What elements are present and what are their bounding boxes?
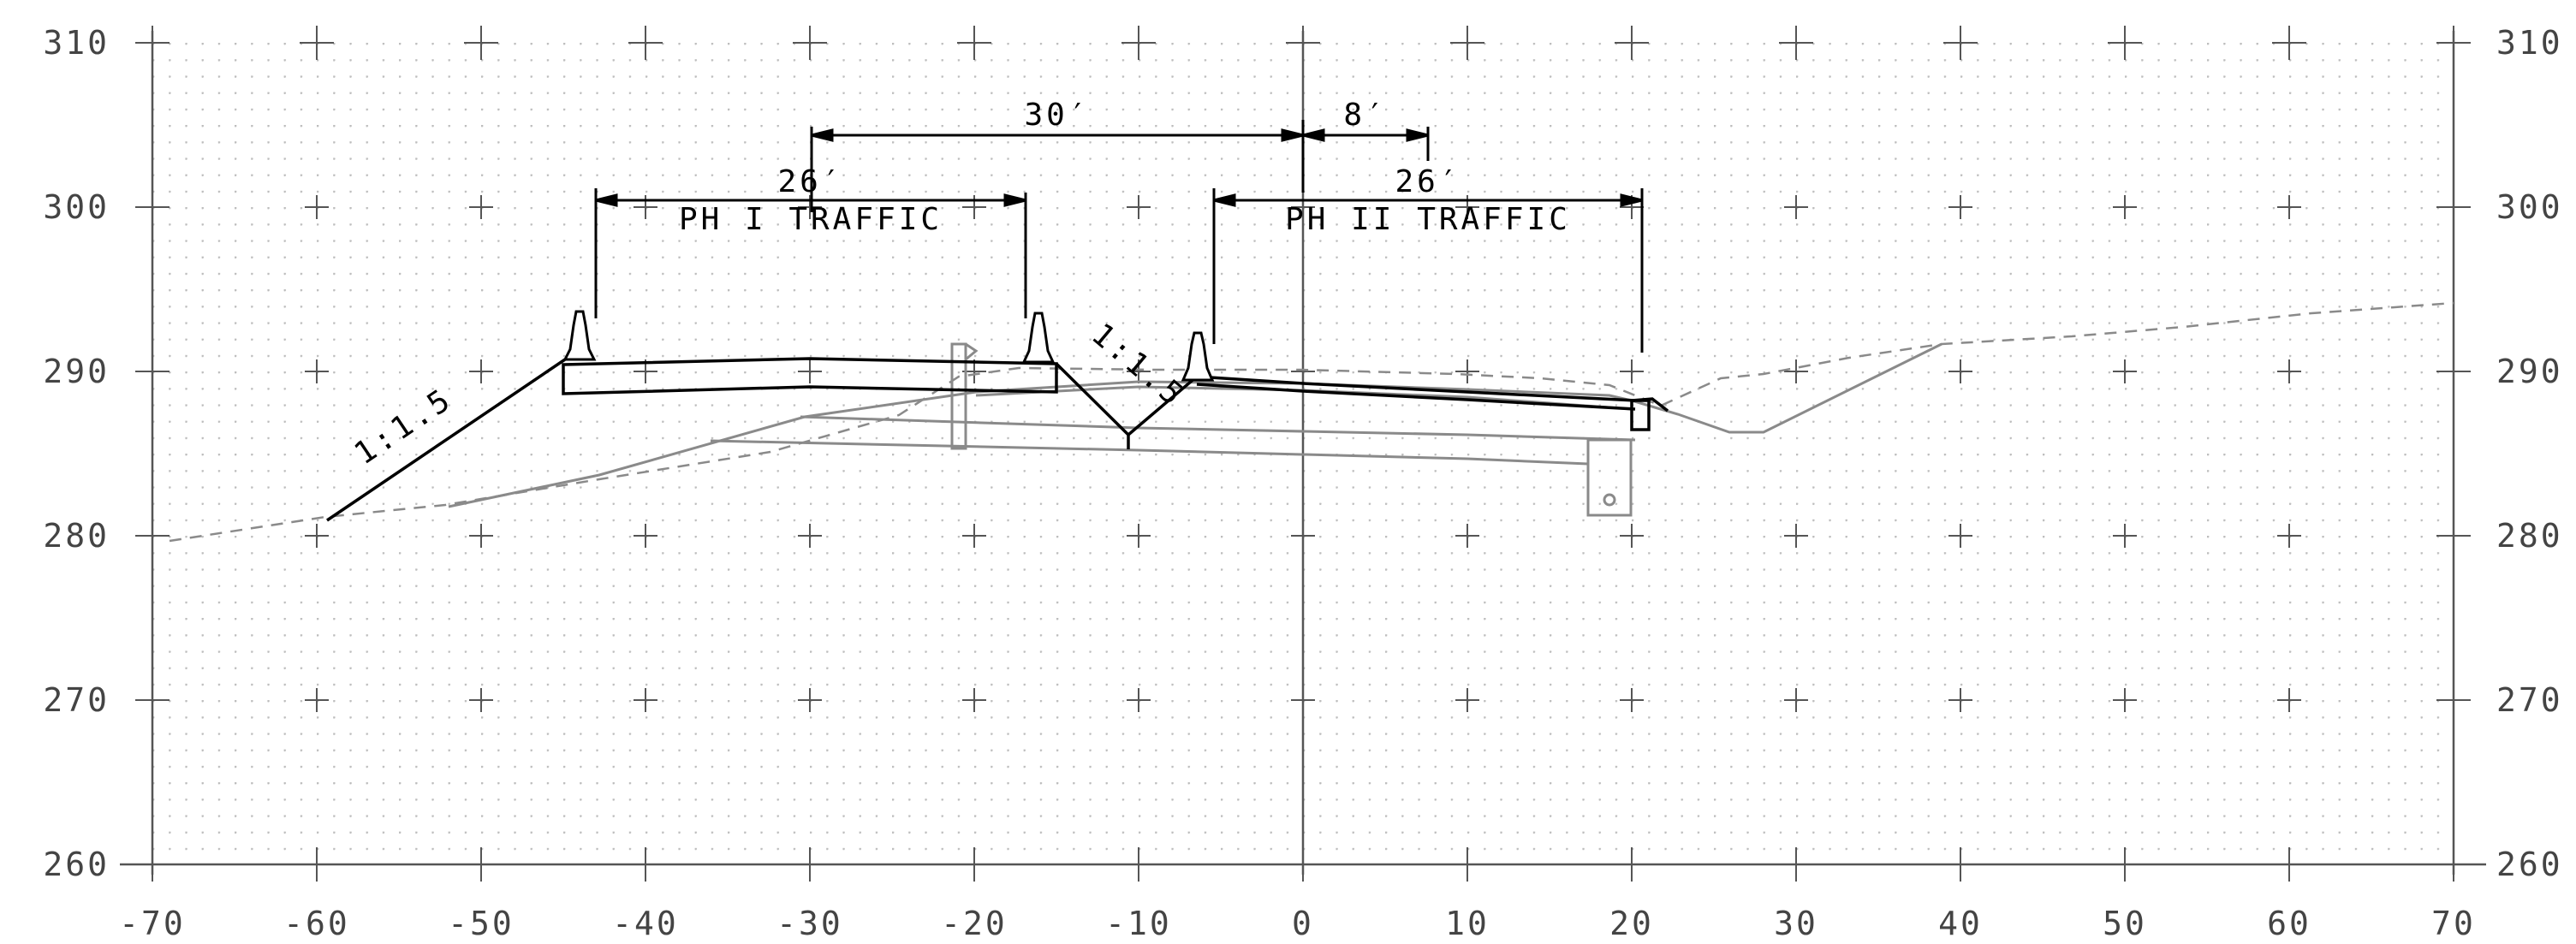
y-tick-label: 280 bbox=[2496, 517, 2563, 555]
phase1-pavement bbox=[562, 357, 1058, 395]
dim-8-label: 8′ bbox=[1343, 98, 1387, 133]
grid-crosses bbox=[135, 26, 2471, 882]
y-tick-label: 300 bbox=[2496, 188, 2563, 226]
barrier-center bbox=[1021, 312, 1056, 364]
y-tick-label: 260 bbox=[43, 846, 110, 883]
x-tick-label: 0 bbox=[1292, 905, 1314, 942]
x-axis-labels: -70 -60 -50 -40 -30 -20 -10 0 10 20 30 4… bbox=[119, 905, 2476, 942]
y-tick-label: 290 bbox=[43, 353, 110, 390]
barrier-left bbox=[562, 310, 597, 361]
y-axis-labels-right: 260 270 280 290 300 310 bbox=[2496, 24, 2563, 883]
y-tick-label: 270 bbox=[43, 681, 110, 719]
x-tick-label: -60 bbox=[283, 905, 350, 942]
curb-right-lip bbox=[1631, 397, 1669, 413]
x-tick-label: 10 bbox=[1445, 905, 1490, 942]
existing-slope-left bbox=[448, 390, 977, 508]
y-tick-label: 310 bbox=[2496, 24, 2563, 62]
y-tick-label: 270 bbox=[2496, 681, 2563, 719]
existing-subbase bbox=[800, 415, 1636, 442]
existing-ground-line bbox=[169, 301, 2454, 543]
arrowhead bbox=[595, 193, 618, 207]
y-tick-label: 290 bbox=[2496, 353, 2563, 390]
x-tick-label: -70 bbox=[119, 905, 186, 942]
arrowhead bbox=[1213, 193, 1236, 207]
arrowhead bbox=[1003, 193, 1026, 207]
dim-26-left-label: 26′ bbox=[777, 164, 843, 199]
x-tick-label: 20 bbox=[1609, 905, 1654, 942]
y-tick-label: 310 bbox=[43, 24, 110, 62]
arrowhead bbox=[1620, 193, 1643, 207]
x-tick-label: 60 bbox=[2267, 905, 2311, 942]
phase2-pavement-top bbox=[1196, 375, 1636, 402]
existing-barrier-cap bbox=[965, 342, 979, 361]
phase2-pavement-bottom bbox=[1196, 383, 1636, 411]
existing-slope-right bbox=[1631, 342, 1942, 434]
y-tick-label: 260 bbox=[2496, 846, 2563, 883]
y-tick-label: 280 bbox=[43, 517, 110, 555]
dim-26-right-label: 26′ bbox=[1395, 164, 1461, 199]
x-tick-label: -20 bbox=[941, 905, 1008, 942]
x-tick-label: -50 bbox=[448, 905, 515, 942]
dimension-lines bbox=[594, 120, 1644, 353]
y-tick-label: 300 bbox=[43, 188, 110, 226]
fill-slope-left bbox=[326, 358, 566, 522]
x-tick-label: 40 bbox=[1938, 905, 1983, 942]
x-tick-label: 50 bbox=[2103, 905, 2147, 942]
x-tick-label: 30 bbox=[1774, 905, 1818, 942]
x-tick-label: -10 bbox=[1105, 905, 1172, 942]
x-tick-label: 70 bbox=[2431, 905, 2476, 942]
existing-bottom bbox=[710, 439, 1589, 466]
existing-barrier-left bbox=[950, 342, 967, 450]
x-tick-label: -40 bbox=[612, 905, 679, 942]
phase2-traffic-label: PH II TRAFFIC bbox=[1285, 202, 1571, 237]
dim-30-label: 30′ bbox=[1024, 98, 1090, 133]
proposed-section bbox=[326, 357, 1669, 522]
existing-pipe bbox=[1603, 493, 1616, 507]
arrowhead bbox=[1302, 128, 1325, 142]
phase1-traffic-label: PH I TRAFFIC bbox=[679, 202, 943, 237]
x-tick-label: -30 bbox=[776, 905, 843, 942]
existing-pipe-box bbox=[1586, 438, 1633, 517]
arrowhead bbox=[1406, 128, 1429, 142]
arrowhead bbox=[1281, 128, 1304, 142]
barrier-median bbox=[1181, 331, 1215, 382]
existing-pavement bbox=[448, 342, 1942, 517]
y-axis-labels-left: 260 270 280 290 300 310 bbox=[43, 24, 110, 883]
barriers bbox=[562, 310, 1215, 382]
arrowhead bbox=[811, 128, 834, 142]
